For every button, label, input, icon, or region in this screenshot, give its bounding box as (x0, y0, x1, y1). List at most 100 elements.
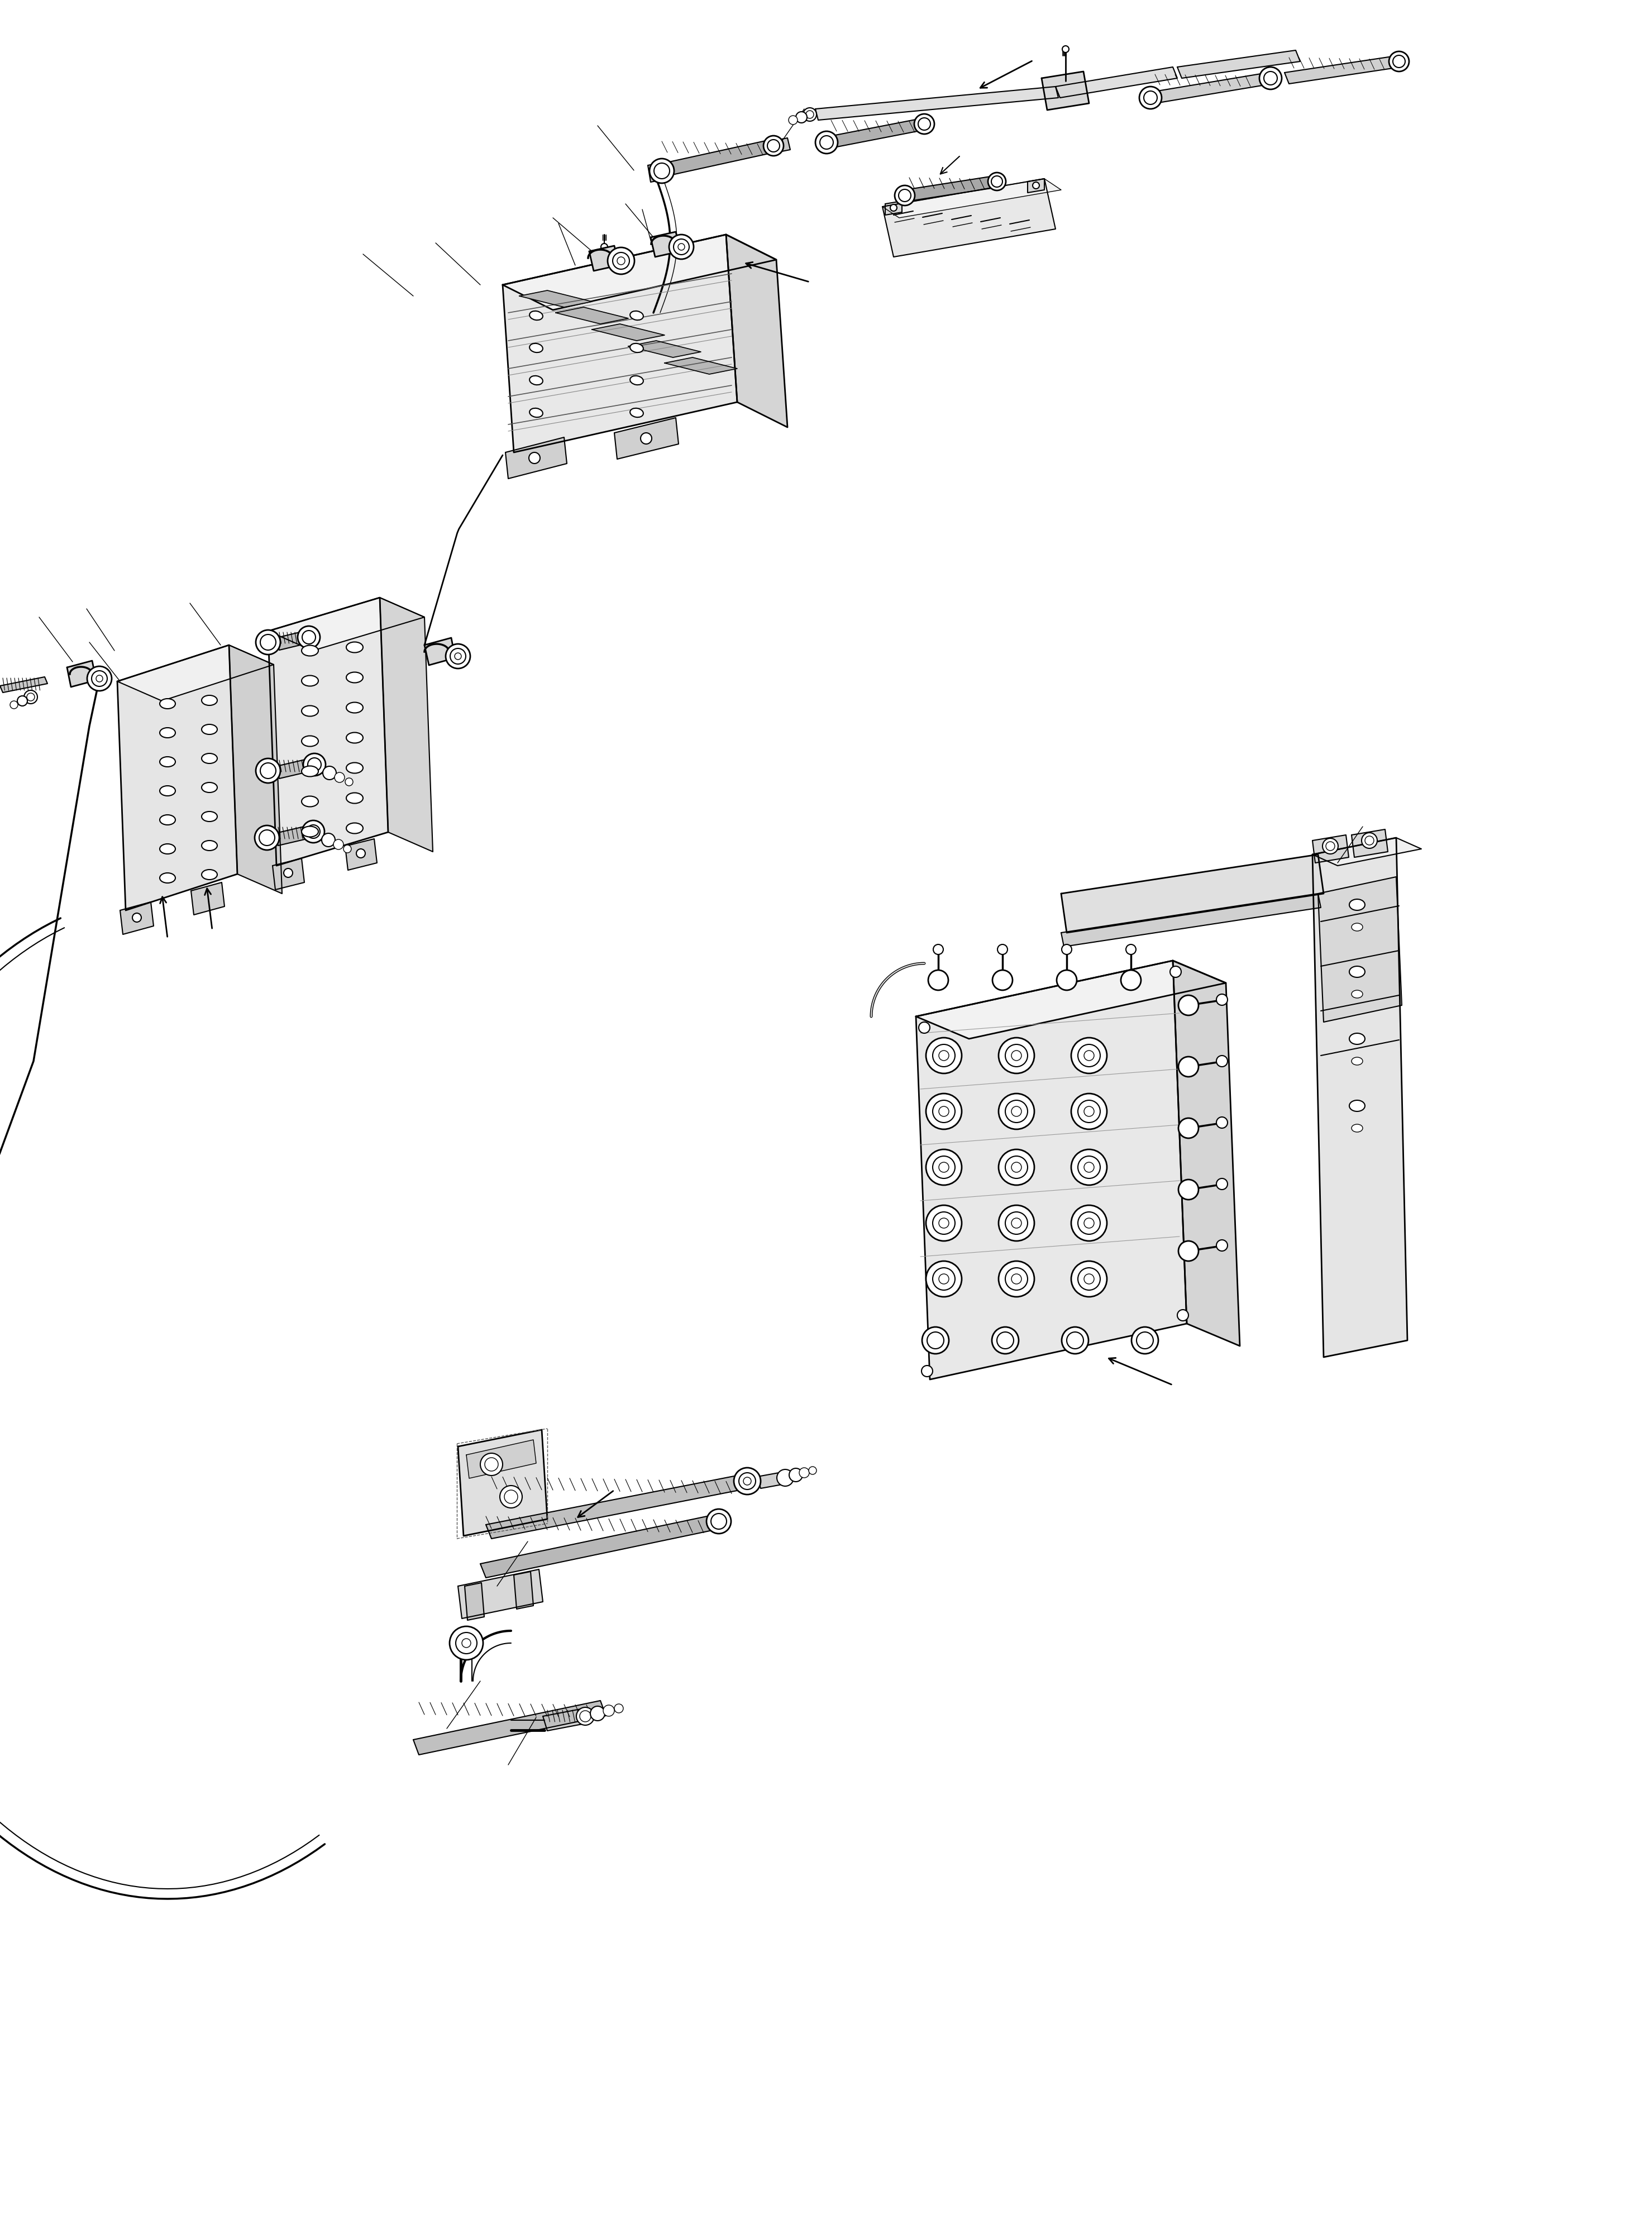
Circle shape (1216, 1054, 1227, 1068)
Ellipse shape (160, 844, 175, 855)
Circle shape (322, 832, 335, 846)
Polygon shape (664, 357, 737, 375)
Ellipse shape (347, 793, 363, 804)
Circle shape (1006, 1157, 1028, 1179)
Circle shape (933, 1157, 955, 1179)
Circle shape (998, 1205, 1034, 1241)
Circle shape (928, 970, 948, 990)
Polygon shape (276, 759, 312, 779)
Polygon shape (519, 291, 591, 306)
Circle shape (1011, 1274, 1021, 1283)
Circle shape (25, 690, 38, 704)
Circle shape (264, 639, 271, 646)
Circle shape (615, 1705, 623, 1714)
Circle shape (1084, 1219, 1094, 1228)
Polygon shape (656, 140, 776, 178)
Polygon shape (773, 138, 790, 153)
Circle shape (710, 1514, 727, 1530)
Circle shape (449, 648, 466, 664)
Ellipse shape (347, 733, 363, 744)
Polygon shape (506, 437, 567, 480)
Polygon shape (544, 1709, 585, 1732)
Polygon shape (757, 1472, 785, 1487)
Circle shape (1006, 1043, 1028, 1068)
Circle shape (998, 1094, 1034, 1130)
Circle shape (1365, 837, 1374, 846)
Circle shape (1140, 87, 1161, 109)
Ellipse shape (302, 646, 319, 655)
Circle shape (344, 846, 352, 852)
Ellipse shape (1351, 1057, 1363, 1066)
Circle shape (254, 826, 279, 850)
Polygon shape (725, 235, 788, 426)
Circle shape (357, 848, 365, 857)
Circle shape (1077, 1043, 1100, 1068)
Polygon shape (816, 87, 1059, 120)
Ellipse shape (202, 781, 218, 793)
Ellipse shape (347, 673, 363, 684)
Circle shape (1259, 67, 1282, 89)
Polygon shape (1173, 961, 1241, 1345)
Ellipse shape (202, 870, 218, 879)
Circle shape (927, 1205, 961, 1241)
Ellipse shape (629, 344, 643, 353)
Circle shape (1062, 1328, 1089, 1354)
Circle shape (613, 253, 629, 269)
Polygon shape (0, 677, 48, 693)
Circle shape (1178, 1179, 1198, 1199)
Circle shape (1077, 1157, 1100, 1179)
Ellipse shape (302, 675, 319, 686)
Polygon shape (192, 881, 225, 915)
Circle shape (988, 173, 1006, 191)
Circle shape (919, 1021, 930, 1032)
Circle shape (790, 1467, 803, 1481)
Circle shape (806, 111, 814, 118)
Polygon shape (273, 859, 304, 890)
Circle shape (914, 113, 935, 133)
Circle shape (927, 1037, 961, 1074)
Ellipse shape (1351, 924, 1363, 930)
Circle shape (1084, 1274, 1094, 1283)
Circle shape (890, 204, 897, 211)
Ellipse shape (530, 311, 544, 320)
Ellipse shape (1350, 899, 1365, 910)
Circle shape (1011, 1106, 1021, 1117)
Circle shape (768, 140, 780, 151)
Circle shape (345, 777, 354, 786)
Polygon shape (1351, 830, 1388, 857)
Circle shape (1077, 1101, 1100, 1123)
Ellipse shape (202, 695, 218, 706)
Circle shape (919, 118, 930, 131)
Circle shape (334, 839, 344, 850)
Ellipse shape (530, 408, 544, 417)
Circle shape (998, 944, 1008, 955)
Ellipse shape (202, 813, 218, 821)
Circle shape (927, 1261, 961, 1296)
Circle shape (1070, 1261, 1107, 1296)
Circle shape (998, 1261, 1034, 1296)
Polygon shape (1061, 855, 1323, 932)
Circle shape (1084, 1163, 1094, 1172)
Circle shape (933, 1212, 955, 1234)
Polygon shape (1041, 71, 1089, 111)
Polygon shape (1285, 56, 1401, 84)
Circle shape (1062, 944, 1072, 955)
Polygon shape (276, 630, 307, 650)
Circle shape (1178, 1310, 1188, 1321)
Ellipse shape (302, 766, 319, 777)
Circle shape (10, 702, 18, 708)
Circle shape (677, 244, 684, 251)
Polygon shape (68, 662, 96, 686)
Circle shape (449, 1627, 482, 1661)
Ellipse shape (202, 753, 218, 764)
Circle shape (1011, 1219, 1021, 1228)
Circle shape (649, 158, 674, 184)
Polygon shape (380, 597, 433, 852)
Circle shape (733, 1467, 760, 1494)
Circle shape (302, 821, 324, 844)
Circle shape (1132, 1328, 1158, 1354)
Ellipse shape (347, 702, 363, 713)
Circle shape (1057, 970, 1077, 990)
Polygon shape (458, 1430, 547, 1536)
Ellipse shape (1350, 966, 1365, 977)
